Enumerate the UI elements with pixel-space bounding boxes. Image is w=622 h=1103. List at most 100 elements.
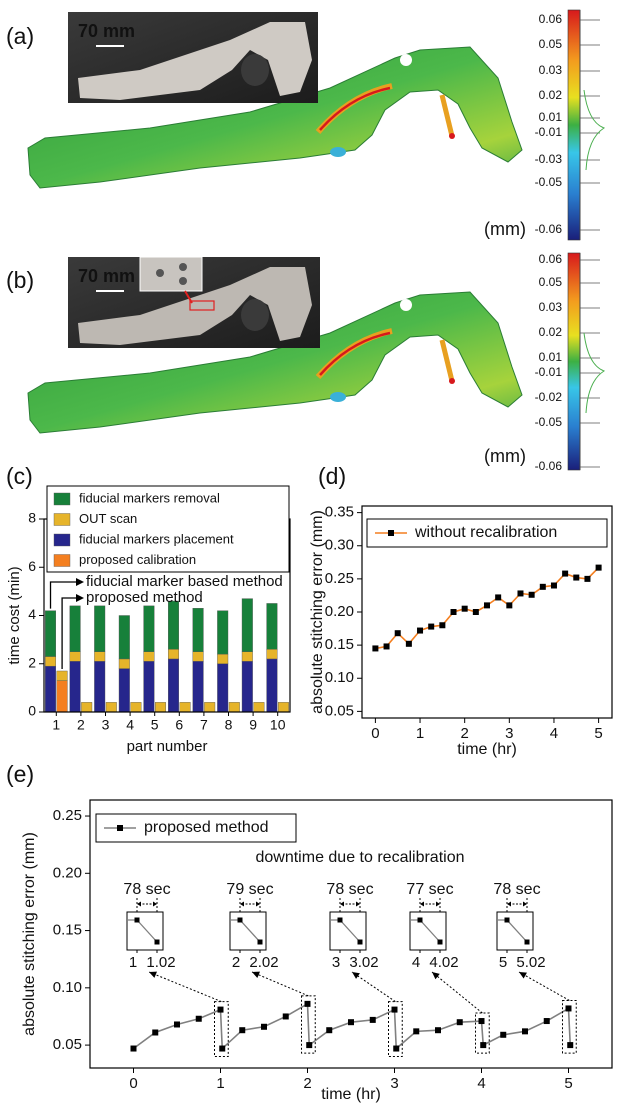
distribution-curve	[584, 90, 604, 170]
data-point	[428, 624, 434, 630]
data-point	[372, 645, 378, 651]
data-point	[439, 622, 445, 628]
data-point	[562, 571, 568, 577]
series-line	[134, 1004, 571, 1049]
x-tick-label: 3	[505, 725, 513, 742]
arrow-head	[356, 902, 360, 907]
data-point	[566, 1005, 572, 1011]
inset-tick-label: 4.02	[429, 954, 458, 971]
bar-segment	[217, 664, 228, 712]
photo-hole	[241, 299, 269, 331]
data-point	[479, 1018, 485, 1024]
deviation-spot	[330, 147, 346, 157]
inset-point	[418, 918, 423, 923]
x-tick-label: 9	[249, 717, 257, 733]
data-point	[283, 1013, 289, 1019]
pointer	[519, 972, 569, 1000]
x-tick-label: 1	[52, 717, 60, 733]
scan-panel: 70 mm0.060.050.030.020.01-0.01-0.02-0.05…	[28, 252, 604, 473]
marker-dot	[179, 277, 187, 285]
bar-segment	[168, 659, 179, 712]
x-tick-label: 1	[416, 725, 424, 742]
arrow-head	[256, 902, 260, 907]
bar-segment	[119, 669, 130, 712]
annotation: proposed method	[86, 589, 203, 606]
colorbar	[568, 10, 580, 240]
data-point	[462, 606, 468, 612]
bar-segment	[242, 652, 253, 662]
bar-segment	[144, 652, 155, 662]
pointer	[252, 972, 308, 996]
bar-segment	[70, 606, 81, 652]
data-point	[435, 1027, 441, 1033]
arrow-head	[352, 972, 360, 979]
colorbar-label: -0.06	[535, 222, 563, 236]
legend-label: without recalibration	[414, 524, 557, 541]
x-tick-label: 7	[200, 717, 208, 733]
data-point	[567, 1042, 573, 1048]
x-tick-label: 4	[550, 725, 558, 742]
bar-segment	[81, 702, 92, 712]
colorbar-label: 0.03	[539, 300, 563, 314]
bar-segment	[267, 659, 278, 712]
data-point	[551, 583, 557, 589]
colorbar-label: -0.02	[535, 390, 563, 404]
data-point	[305, 1001, 311, 1007]
x-tick-label: 0	[371, 725, 379, 742]
bar-segment	[70, 652, 81, 662]
legend-marker	[117, 825, 123, 831]
y-tick-label: 0.30	[325, 537, 354, 554]
data-point	[495, 594, 501, 600]
x-tick-label: 5	[594, 725, 602, 742]
data-point	[451, 609, 457, 615]
legend-swatch	[54, 493, 70, 505]
panel-label: (b)	[6, 267, 34, 293]
legend-marker	[388, 530, 394, 536]
bar-segment	[193, 652, 204, 662]
x-tick-label: 0	[129, 1075, 137, 1092]
arrow-head	[519, 972, 527, 979]
arrow-head	[240, 902, 244, 907]
part-hole	[400, 299, 412, 311]
data-point	[239, 1027, 245, 1033]
colorbar-label: 0.05	[539, 275, 563, 289]
data-point	[529, 592, 535, 598]
arrow-head	[507, 902, 511, 907]
arrow-head	[76, 594, 84, 602]
colorbar-label: -0.03	[535, 152, 563, 166]
deviation-spot	[449, 378, 455, 384]
deviation-streak	[442, 95, 452, 136]
y-tick-label: 6	[28, 558, 36, 574]
data-point	[484, 602, 490, 608]
data-point	[392, 1007, 398, 1013]
legend-swatch	[54, 555, 70, 567]
x-tick-label: 3	[390, 1075, 398, 1092]
figure: (a)(b)(c)(d)(e)70 mm0.060.050.030.020.01…	[0, 0, 622, 1103]
zoom-inset	[140, 257, 202, 291]
inset-point	[505, 918, 510, 923]
data-point	[395, 630, 401, 636]
data-point	[261, 1024, 267, 1030]
part-hole	[400, 54, 412, 66]
inset-tick-label: 5.02	[516, 954, 545, 971]
inset-label: 77 sec	[406, 881, 453, 898]
bar-segment	[119, 616, 130, 659]
bar-segment	[254, 702, 265, 712]
y-tick-label: 0.05	[53, 1036, 82, 1053]
bar-segment	[119, 659, 130, 669]
bar-segment	[57, 681, 68, 712]
panel-label: (c)	[6, 463, 33, 489]
inset-point	[135, 918, 140, 923]
y-tick-label: 0	[28, 703, 36, 719]
annotation: fiducial marker based method	[86, 573, 283, 590]
arrow-head	[149, 972, 157, 978]
data-point	[500, 1032, 506, 1038]
panel-label: (d)	[318, 463, 346, 489]
x-tick-label: 1	[216, 1075, 224, 1092]
bar-segment	[242, 661, 253, 712]
data-point	[540, 584, 546, 590]
data-point	[584, 576, 590, 582]
bar-segment	[155, 702, 166, 712]
data-point	[196, 1016, 202, 1022]
annotation-arrow	[51, 582, 78, 609]
